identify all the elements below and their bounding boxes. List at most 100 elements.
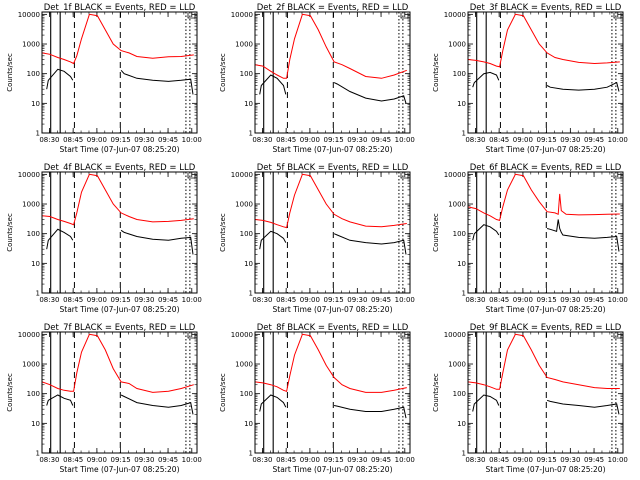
x-tick-label: 09:30: [134, 136, 154, 144]
x-tick-label: 08:45: [276, 456, 296, 464]
y-axis-label: Counts/sec: [6, 373, 14, 412]
series-events: [259, 74, 407, 104]
y-tick-label: 1000: [22, 201, 40, 209]
y-tick-label: 1: [36, 450, 40, 458]
x-tick-label: 09:15: [324, 296, 344, 304]
series-events: [46, 394, 194, 415]
series-events: [46, 68, 194, 95]
y-axis-label: Counts/sec: [219, 213, 227, 252]
y-axis-label: Counts/sec: [432, 53, 440, 92]
plot-frame: [41, 11, 198, 134]
x-tick-label: 10:00: [608, 456, 628, 464]
x-tick-label: 10:00: [395, 136, 415, 144]
y-tick-label: 100: [27, 70, 40, 78]
y-tick-label: 10000: [18, 171, 40, 179]
y-tick-label: 10000: [18, 331, 40, 339]
x-tick-label: 09:30: [347, 456, 367, 464]
y-tick-label: 1: [462, 290, 466, 298]
series-events: [46, 228, 194, 255]
x-tick-label: 09:45: [584, 456, 604, 464]
y-tick-label: 10: [244, 420, 253, 428]
y-tick-label: 100: [240, 390, 253, 398]
y-tick-label: 1: [36, 290, 40, 298]
x-tick-label: 08:45: [63, 136, 83, 144]
x-tick-label: 08:45: [489, 296, 509, 304]
x-tick-label: 09:00: [513, 296, 533, 304]
plot-frame: [254, 171, 411, 294]
x-tick-label: 09:00: [87, 456, 107, 464]
x-tick-label: 09:00: [513, 456, 533, 464]
x-tick-label: 09:30: [560, 296, 580, 304]
x-tick-label: 08:45: [63, 456, 83, 464]
y-axis-label: Counts/sec: [219, 373, 227, 412]
x-tick-label: 09:45: [158, 456, 178, 464]
y-tick-label: 1: [462, 450, 466, 458]
panel-5: Det_5f BLACK = Events, RED = LLD Start Ti…: [219, 163, 415, 314]
panel-title: Det_4f BLACK = Events, RED = LLD: [44, 163, 196, 173]
y-tick-label: 10: [244, 260, 253, 268]
x-tick-label: 09:15: [324, 136, 344, 144]
panel-7: Det_7f BLACK = Events, RED = LLD Start Ti…: [6, 323, 202, 474]
series-lld: [42, 333, 194, 393]
y-tick-label: 1: [249, 130, 253, 138]
y-tick-label: 100: [240, 70, 253, 78]
y-axis-label: Counts/sec: [219, 53, 227, 92]
x-tick-label: 09:00: [300, 136, 320, 144]
y-tick-label: 10: [457, 100, 466, 108]
y-tick-label: 10000: [444, 171, 466, 179]
plot-frame: [254, 11, 411, 134]
panel-title: Det_9f BLACK = Events, RED = LLD: [470, 323, 622, 333]
x-tick-label: 08:45: [276, 136, 296, 144]
series-lld: [255, 13, 407, 79]
x-tick-label: 09:15: [111, 296, 131, 304]
corner-bracket: [613, 333, 622, 339]
y-tick-label: 10000: [231, 331, 253, 339]
y-axis-label: Counts/sec: [6, 213, 14, 252]
panel-title: Det_2f BLACK = Events, RED = LLD: [257, 3, 409, 13]
x-axis-label: Start Time (07-Jun-07 08:25:20): [486, 145, 606, 154]
x-tick-label: 09:30: [560, 456, 580, 464]
panel-title: Det_7f BLACK = Events, RED = LLD: [44, 323, 196, 333]
y-tick-label: 10000: [231, 11, 253, 19]
x-tick-label: 09:45: [584, 136, 604, 144]
x-tick-label: 08:30: [39, 456, 59, 464]
y-tick-label: 100: [453, 230, 466, 238]
panel-9: Det_9f BLACK = Events, RED = LLD Start Ti…: [432, 323, 628, 474]
y-tick-label: 1000: [448, 361, 466, 369]
x-tick-label: 09:45: [584, 296, 604, 304]
plot-frame: [467, 11, 624, 134]
series-lld: [468, 173, 620, 222]
x-tick-label: 08:30: [39, 136, 59, 144]
panel-title: Det_3f BLACK = Events, RED = LLD: [470, 3, 622, 13]
series-events: [259, 230, 407, 255]
y-tick-label: 10000: [18, 11, 40, 19]
x-tick-label: 09:30: [134, 456, 154, 464]
x-tick-label: 09:15: [111, 456, 131, 464]
plot-frame: [41, 331, 198, 454]
series-lld: [468, 13, 620, 68]
x-tick-label: 09:00: [87, 296, 107, 304]
series-lld: [255, 333, 407, 393]
y-tick-label: 100: [27, 390, 40, 398]
panel-1: Det_1f BLACK = Events, RED = LLD Start Ti…: [6, 3, 202, 154]
y-tick-label: 1000: [22, 41, 40, 49]
corner-bracket: [613, 173, 622, 179]
x-tick-label: 10:00: [182, 456, 202, 464]
x-tick-label: 10:00: [608, 296, 628, 304]
y-tick-label: 10000: [444, 331, 466, 339]
y-tick-label: 100: [27, 230, 40, 238]
x-tick-label: 10:00: [608, 136, 628, 144]
y-tick-label: 10: [31, 260, 40, 268]
x-tick-label: 10:00: [395, 296, 415, 304]
x-tick-label: 08:30: [465, 136, 485, 144]
x-axis-label: Start Time (07-Jun-07 08:25:20): [60, 465, 180, 474]
corner-bracket: [613, 13, 622, 19]
series-lld: [42, 13, 194, 65]
x-tick-label: 08:45: [276, 296, 296, 304]
plot-frame: [467, 171, 624, 294]
x-tick-label: 08:30: [252, 296, 272, 304]
series-events: [259, 394, 407, 419]
x-tick-label: 09:45: [158, 136, 178, 144]
